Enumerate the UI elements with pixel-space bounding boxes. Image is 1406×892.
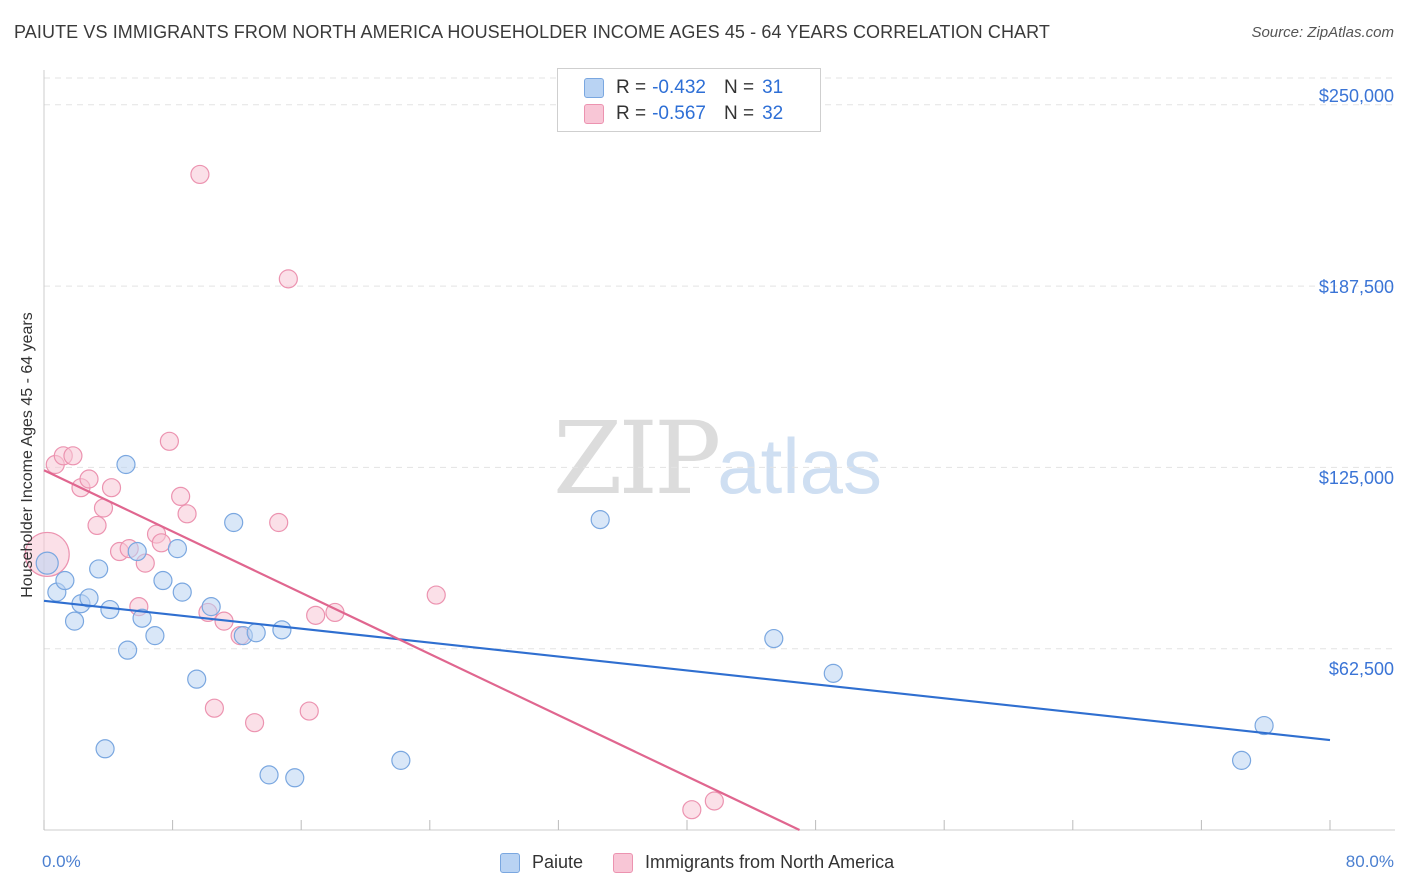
immigrants-point	[278, 269, 298, 289]
legend-item-immigrants: Immigrants from North America	[613, 852, 894, 873]
paiute-point	[127, 541, 147, 562]
y-tick-label: $125,000	[1318, 468, 1394, 488]
immigrants-point	[426, 585, 446, 605]
paiute-point	[153, 570, 173, 591]
paiute-point	[132, 608, 152, 628]
immigrants-point	[151, 533, 171, 553]
legend-swatch-paiute	[584, 78, 604, 98]
legend-r-value: -0.432	[652, 77, 706, 98]
legend-swatch-paiute	[500, 852, 520, 873]
legend-r-value: -0.567	[652, 103, 706, 124]
paiute-point	[590, 510, 610, 530]
legend-n-value: 32	[762, 103, 784, 124]
y-axis-label: Householder Income Ages 45 - 64 years	[19, 312, 36, 598]
source-label: Source: ZipAtlas.com	[1251, 24, 1394, 41]
paiute-point	[246, 623, 266, 643]
legend-r-label: R =	[616, 77, 647, 98]
paiute-point	[259, 765, 279, 785]
paiute-point	[224, 512, 244, 533]
paiute-point	[116, 454, 136, 475]
paiute-point	[172, 582, 192, 602]
trend-lines	[43, 469, 1331, 831]
legend-row-immigrants: R = -0.567 N = 32	[584, 102, 783, 126]
immigrants-point	[704, 791, 724, 811]
paiute-point	[201, 597, 221, 617]
legend-n-value: 31	[762, 77, 784, 98]
immigrants-point	[244, 713, 265, 733]
paiute-point	[89, 559, 109, 579]
x-tick-label-min: 0.0%	[42, 852, 81, 871]
paiute-points	[35, 454, 1274, 788]
legend-n-label: N =	[723, 103, 755, 124]
paiute-point	[79, 588, 99, 608]
paiute-point	[167, 539, 188, 559]
immigrants-point	[63, 446, 83, 466]
legend-n-label: N =	[723, 77, 755, 98]
immigrants-point	[177, 504, 197, 524]
chart-title: PAIUTE VS IMMIGRANTS FROM NORTH AMERICA …	[14, 22, 1051, 42]
paiute-point	[117, 640, 138, 660]
legend-swatch-immigrants	[584, 104, 604, 124]
immigrants-point	[87, 515, 107, 536]
watermark-zip: ZIP	[553, 400, 721, 517]
watermark-atlas: atlas	[717, 422, 883, 510]
legend-label-immigrants: Immigrants from North America	[645, 852, 895, 872]
paiute-point	[145, 626, 165, 646]
paiute-point	[55, 570, 75, 591]
paiute-trend-line	[43, 599, 1331, 742]
immigrants-point	[306, 605, 326, 625]
immigrants-point	[682, 800, 702, 820]
correlation-legend: R = -0.432 N = 31 R = -0.567 N = 32	[557, 68, 821, 132]
paiute-point	[64, 611, 85, 631]
gridlines	[44, 77, 1395, 650]
immigrants-point	[190, 164, 210, 185]
axes	[43, 70, 1395, 831]
immigrants-point	[204, 698, 224, 718]
paiute-point	[391, 750, 411, 770]
watermark: ZIPatlas	[553, 400, 882, 517]
paiute-point	[272, 620, 292, 640]
paiute-point	[95, 739, 115, 759]
paiute-point	[187, 669, 207, 689]
y-tick-label: $62,500	[1328, 659, 1394, 679]
immigrants-points	[24, 164, 724, 820]
legend-row-paiute: R = -0.432 N = 31	[584, 76, 783, 100]
immigrants-point	[101, 478, 122, 498]
legend-swatch-immigrants	[613, 852, 634, 873]
immigrants-point	[171, 486, 191, 507]
paiute-point	[285, 768, 305, 788]
paiute-point	[823, 663, 843, 683]
immigrants-point	[269, 512, 289, 533]
immigrants-point	[299, 701, 319, 721]
series-legend: Paiute Immigrants from North America	[500, 852, 924, 873]
paiute-point	[35, 551, 59, 575]
paiute-point	[764, 628, 784, 649]
immigrants-point	[79, 469, 99, 489]
immigrants-point	[159, 431, 179, 451]
legend-r-label: R =	[616, 103, 647, 124]
legend-item-paiute: Paiute	[500, 852, 583, 873]
legend-label-paiute: Paiute	[532, 852, 584, 872]
paiute-point	[1231, 750, 1252, 770]
paiute-point	[1254, 715, 1274, 736]
immigrants-trend-line	[43, 469, 800, 831]
y-tick-label: $250,000	[1318, 86, 1394, 106]
x-tick-label-max: 80.0%	[1345, 852, 1394, 871]
y-tick-label: $187,500	[1318, 277, 1394, 297]
